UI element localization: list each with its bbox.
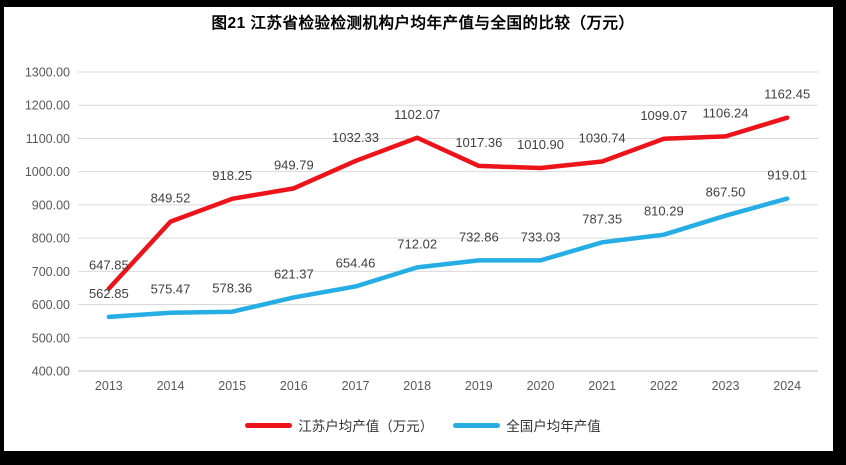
- svg-text:1099.07: 1099.07: [640, 108, 687, 123]
- svg-text:2016: 2016: [280, 379, 308, 393]
- svg-text:700.00: 700.00: [32, 265, 70, 279]
- svg-text:621.37: 621.37: [274, 266, 314, 281]
- svg-text:2020: 2020: [527, 379, 555, 393]
- svg-text:867.50: 867.50: [706, 185, 746, 200]
- svg-text:2019: 2019: [465, 379, 493, 393]
- svg-text:810.29: 810.29: [644, 204, 684, 219]
- svg-text:575.47: 575.47: [151, 282, 191, 297]
- svg-text:400.00: 400.00: [32, 365, 70, 379]
- chart-title: 图21 江苏省检验检测机构户均年产值与全国的比较（万元）: [211, 15, 635, 32]
- svg-text:1162.45: 1162.45: [764, 87, 810, 102]
- legend-label-jiangsu: 江苏户均产值（万元）: [298, 419, 434, 434]
- svg-text:1200.00: 1200.00: [25, 99, 70, 113]
- svg-text:2018: 2018: [403, 379, 431, 393]
- legend-label-national: 全国户均年产值: [506, 419, 601, 434]
- svg-text:2014: 2014: [157, 379, 185, 393]
- svg-text:919.01: 919.01: [767, 168, 807, 183]
- svg-text:1032.33: 1032.33: [332, 130, 379, 145]
- svg-text:732.86: 732.86: [459, 229, 499, 244]
- svg-text:500.00: 500.00: [32, 331, 70, 345]
- svg-text:2013: 2013: [95, 379, 123, 393]
- legend-swatch-national-blue-line: [453, 422, 501, 428]
- scan-border-top: [0, 0, 846, 7]
- svg-text:733.03: 733.03: [521, 229, 561, 244]
- svg-text:600.00: 600.00: [32, 298, 70, 312]
- svg-text:2023: 2023: [712, 379, 740, 393]
- svg-text:1102.07: 1102.07: [394, 107, 440, 122]
- svg-text:1106.24: 1106.24: [702, 105, 748, 120]
- svg-text:1010.90: 1010.90: [517, 137, 564, 152]
- svg-text:1017.36: 1017.36: [455, 135, 502, 150]
- chart-legend: 江苏户均产值（万元） 全国户均年产值: [0, 413, 846, 437]
- svg-text:787.35: 787.35: [582, 211, 622, 226]
- svg-text:1300.00: 1300.00: [25, 66, 70, 80]
- svg-text:712.02: 712.02: [397, 236, 437, 251]
- svg-text:2015: 2015: [218, 379, 246, 393]
- svg-text:2024: 2024: [773, 379, 801, 393]
- svg-text:562.85: 562.85: [89, 286, 129, 301]
- svg-text:647.85: 647.85: [89, 258, 129, 273]
- svg-text:918.25: 918.25: [212, 168, 252, 183]
- svg-text:2021: 2021: [588, 379, 616, 393]
- svg-text:654.46: 654.46: [336, 255, 376, 270]
- svg-text:949.79: 949.79: [274, 157, 314, 172]
- svg-text:2022: 2022: [650, 379, 678, 393]
- svg-text:800.00: 800.00: [32, 232, 70, 246]
- legend-item-jiangsu: 江苏户均产值（万元）: [245, 415, 433, 435]
- svg-text:1000.00: 1000.00: [25, 165, 70, 179]
- svg-text:1030.74: 1030.74: [579, 130, 626, 145]
- scan-border-bottom: [0, 451, 846, 465]
- legend-item-national: 全国户均年产值: [453, 415, 601, 435]
- svg-text:1100.00: 1100.00: [26, 132, 70, 146]
- svg-text:578.36: 578.36: [212, 281, 252, 296]
- scan-border-left: [0, 0, 4, 465]
- svg-text:900.00: 900.00: [32, 198, 70, 212]
- legend-swatch-jiangsu-red-line: [245, 422, 293, 428]
- svg-text:2017: 2017: [342, 379, 370, 393]
- scan-border-right: [833, 0, 846, 465]
- svg-text:849.52: 849.52: [151, 191, 191, 206]
